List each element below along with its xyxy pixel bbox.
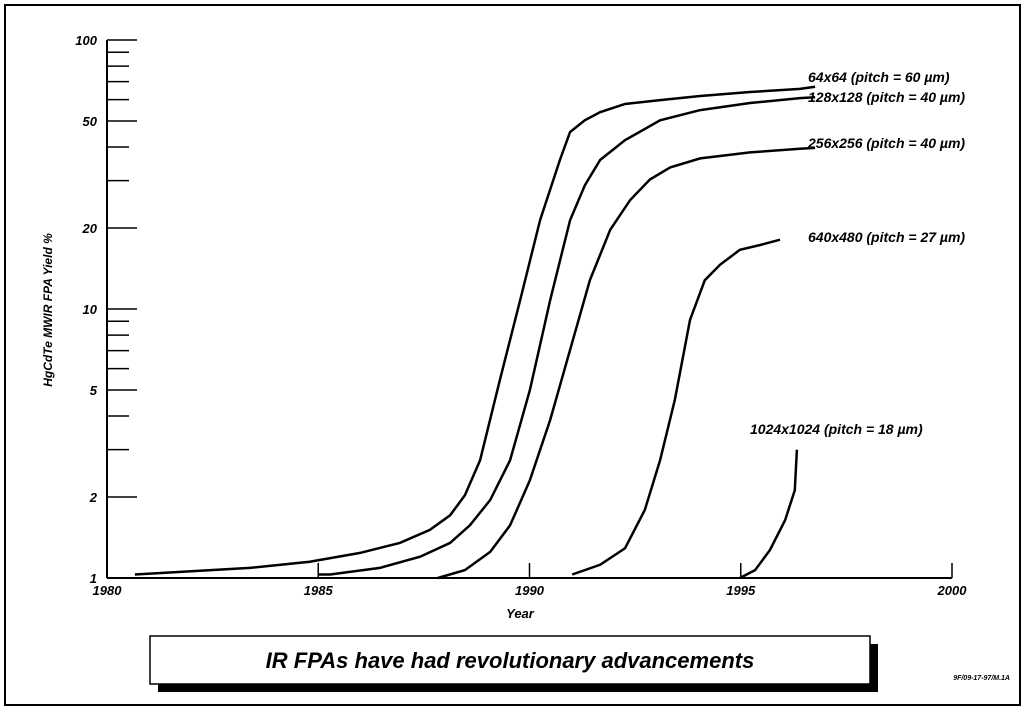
x-tick-label: 1980 (93, 583, 123, 598)
series-line (571, 238, 781, 576)
x-axis-label: Year (506, 606, 535, 621)
x-tick-label: 1990 (515, 583, 545, 598)
footnote: 9F/09-17-97/M.1A (953, 675, 1010, 682)
x-tick-label: 1995 (726, 583, 756, 598)
y-tick-label: 2 (89, 490, 98, 505)
series-line (134, 85, 816, 576)
y-tick-label: 20 (82, 221, 98, 236)
series-line (437, 146, 816, 580)
frame (4, 4, 1021, 706)
series-label: 128x128 (pitch = 40 µm) (808, 89, 965, 105)
y-tick-label: 100 (75, 33, 97, 48)
series-label: 64x64 (pitch = 60 µm) (808, 69, 950, 85)
y-tick-label: 5 (90, 383, 98, 398)
series-line (739, 449, 799, 580)
y-tick-label: 50 (83, 114, 98, 129)
x-tick-label: 2000 (937, 583, 968, 598)
y-tick-label: 10 (83, 302, 98, 317)
y-axis-label: HgCdTe MWIR FPA Yield % (41, 233, 55, 387)
series-label: 1024x1024 (pitch = 18 µm) (750, 421, 923, 437)
series-label: 256x256 (pitch = 40 µm) (807, 135, 965, 151)
series-label: 640x480 (pitch = 27 µm) (808, 229, 965, 245)
banner-text: IR FPAs have had revolutionary advanceme… (266, 648, 755, 673)
y-tick-label: 1 (90, 571, 97, 586)
banner-box (149, 635, 871, 685)
x-tick-label: 1985 (304, 583, 334, 598)
series-line (317, 95, 816, 576)
